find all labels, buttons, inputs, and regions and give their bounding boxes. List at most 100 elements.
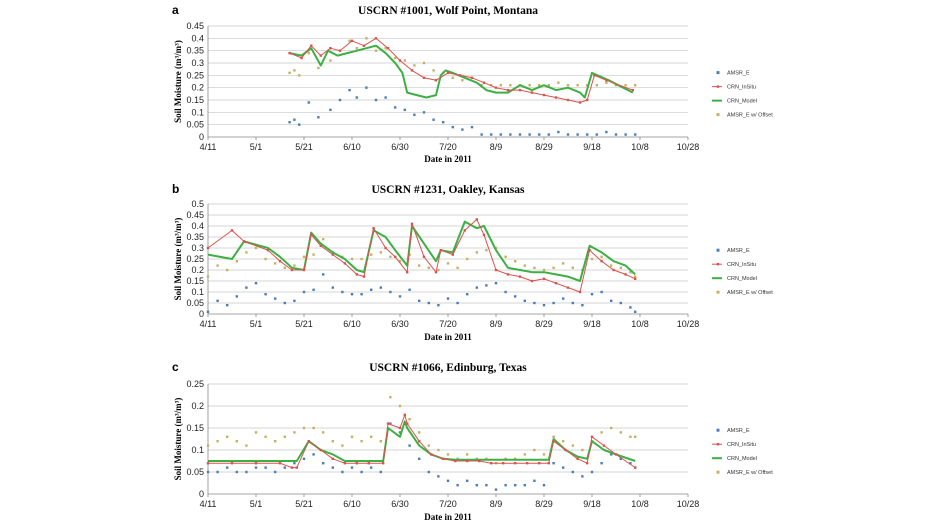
data-point: [329, 59, 332, 62]
data-point: [509, 133, 512, 136]
x-tick-label: 10/8: [631, 142, 649, 152]
legend-marker: [716, 428, 720, 432]
legend-label: AMSR_E: [727, 248, 750, 254]
data-point: [562, 440, 565, 443]
data-point: [475, 251, 478, 254]
data-point: [552, 301, 555, 305]
legend-marker: [716, 290, 720, 294]
series-line: [208, 414, 636, 469]
data-point: [619, 266, 622, 269]
data-point: [254, 466, 258, 469]
x-tick-label: 4/11: [200, 499, 217, 509]
data-point: [475, 286, 478, 289]
data-point: [499, 133, 502, 136]
data-point: [504, 255, 507, 258]
data-point: [242, 240, 246, 243]
data-point: [300, 56, 303, 60]
data-point: [629, 462, 632, 465]
data-point: [554, 282, 558, 285]
data-point: [566, 84, 570, 87]
data-point: [523, 484, 526, 487]
data-point: [367, 462, 370, 465]
chart-panel-b: b USCRN #1231, Oakley, Kansas 00.050.10.15…: [172, 182, 773, 342]
data-point: [456, 266, 459, 269]
data-point: [350, 466, 354, 469]
series-line: [208, 420, 636, 462]
data-point: [499, 84, 502, 87]
x-tick-label: 5/21: [295, 319, 313, 329]
data-point: [619, 457, 622, 460]
data-point: [427, 444, 430, 447]
data-point: [254, 431, 258, 434]
data-point: [290, 268, 294, 272]
data-point: [506, 88, 510, 92]
data-point: [612, 268, 615, 272]
legend-label: AMSR_E: [727, 71, 750, 77]
data-point: [418, 264, 421, 267]
data-point: [216, 470, 219, 474]
data-point: [422, 255, 426, 258]
data-point: [408, 253, 411, 256]
data-point: [398, 260, 402, 263]
data-point: [509, 84, 512, 87]
panel-letter: a: [172, 3, 179, 17]
data-point: [590, 470, 594, 474]
x-tick-label: 10/8: [631, 499, 649, 509]
data-point: [370, 288, 373, 291]
y-tick-label: 0.15: [186, 276, 204, 286]
data-point: [406, 271, 409, 274]
y-tick-label: 0: [199, 132, 204, 142]
data-point: [552, 435, 555, 438]
data-point: [418, 457, 421, 460]
data-point: [331, 457, 334, 460]
y-axis-label: Soil Moisture (m³/m³): [173, 40, 183, 123]
data-point: [266, 249, 270, 252]
x-tick-label: 8/9: [490, 142, 503, 152]
data-point: [506, 273, 510, 276]
x-tick-label: 10/8: [631, 319, 649, 329]
data-point: [370, 253, 373, 256]
data-point: [302, 426, 306, 430]
data-point: [446, 262, 450, 265]
y-tick-label: 0.5: [191, 199, 204, 209]
data-point: [485, 249, 488, 252]
data-point: [533, 266, 536, 269]
data-point: [355, 96, 358, 99]
data-point: [490, 133, 493, 136]
data-point: [542, 484, 546, 487]
data-point: [446, 71, 450, 75]
data-point: [422, 61, 426, 65]
data-point: [374, 37, 378, 40]
y-tick-label: 0.1: [191, 287, 204, 297]
data-point: [430, 453, 433, 456]
data-point: [571, 444, 574, 447]
data-point: [341, 290, 344, 294]
data-point: [302, 268, 306, 272]
data-point: [206, 246, 210, 250]
data-point: [331, 466, 334, 469]
x-tick-label: 7/20: [439, 142, 457, 152]
data-point: [355, 273, 358, 276]
series-line: [289, 44, 634, 99]
data-point: [434, 271, 438, 274]
x-tick-label: 7/20: [439, 319, 457, 329]
data-point: [578, 290, 582, 294]
data-point: [446, 479, 450, 482]
data-point: [586, 84, 589, 87]
x-tick-label: 8/29: [535, 499, 553, 509]
data-point: [586, 133, 589, 136]
data-point: [557, 130, 560, 134]
data-point: [264, 293, 267, 296]
legend-label: AMSR_E w/ Offset: [727, 113, 773, 119]
data-point: [600, 431, 603, 434]
data-point: [610, 453, 613, 456]
data-point: [343, 262, 346, 265]
series-line: [289, 37, 633, 103]
series-amsr-e: [206, 422, 637, 491]
data-point: [319, 448, 322, 452]
data-point: [614, 453, 618, 456]
y-tick-label: 0.25: [186, 70, 204, 80]
data-point: [528, 133, 531, 136]
legend-marker-dot: [716, 443, 720, 446]
x-tick-label: 8/9: [490, 319, 503, 329]
